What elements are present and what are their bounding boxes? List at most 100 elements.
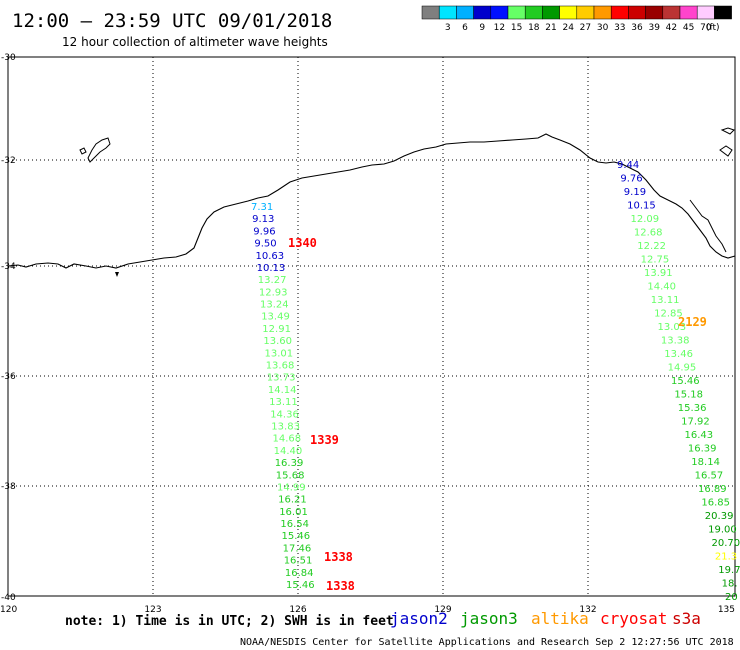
wave-height-value: 16.43 (685, 430, 714, 441)
coast-marker-left (115, 272, 119, 277)
map-title: 12:00 — 23:59 UTC 09/01/2018 (12, 10, 332, 32)
wave-height-value: 15.68 (276, 470, 305, 481)
wave-height-value: 19.00 (708, 525, 737, 536)
legend-tick-label: 70 (700, 23, 712, 33)
legend-swatch (679, 5, 698, 20)
wave-height-value: 16.39 (688, 444, 717, 455)
wave-height-value: 12.75 (641, 255, 670, 266)
legend-swatch (507, 5, 526, 20)
wave-height-value: 13.03 (658, 322, 687, 333)
longitude-label: 132 (579, 605, 596, 615)
lat-lon-grid (8, 57, 735, 596)
coast-detail-east (689, 199, 727, 253)
wave-height-value: 13.91 (644, 268, 673, 279)
legend-tick-label: 27 (580, 23, 591, 33)
wave-height-value: 13.11 (651, 295, 680, 306)
wave-height-value: 13.11 (269, 397, 298, 408)
pass-time-labels: 1340 1339 1338 1338 2129 (288, 236, 707, 593)
wave-height-value: 15.18 (674, 390, 703, 401)
pass-time-label: 1339 (310, 433, 339, 447)
wave-height-value: 15.36 (678, 403, 707, 414)
legend-swatch (696, 5, 715, 20)
wave-height-value: 7.31 (251, 202, 273, 213)
legend-tick-label: 21 (545, 23, 556, 33)
legend-tick-label: 42 (666, 23, 677, 33)
wave-height-value: 19.7 (718, 565, 740, 576)
wave-height-value: 18. (722, 579, 738, 590)
legend-tick-label: 24 (562, 23, 574, 33)
legend-swatch (714, 5, 732, 20)
satellite-name: jason3 (460, 609, 518, 628)
wave-height-value: 16.51 (284, 556, 313, 567)
longitude-label: 120 (0, 605, 17, 615)
latitude-label: -32 (1, 156, 16, 166)
legend-tick-label: 45 (683, 23, 694, 33)
wave-height-value: 16.57 (695, 471, 724, 482)
longitude-label: 123 (144, 605, 161, 615)
satellite-name: cryosat (600, 609, 667, 628)
latitude-label: -38 (1, 482, 16, 492)
legend-swatch (524, 5, 543, 20)
wave-height-value: 16.84 (285, 568, 314, 579)
wave-height-value: 16.54 (280, 519, 309, 530)
wave-height-value: 16.21 (278, 495, 307, 506)
islands-northwest (79, 137, 111, 163)
legend-swatch (542, 5, 560, 20)
wave-height-value: 10.15 (627, 201, 656, 212)
legend-tick-label: 18 (528, 23, 540, 33)
legend-swatch (593, 5, 612, 20)
legend-swatch (628, 5, 646, 20)
longitude-label: 129 (434, 605, 451, 615)
legend-swatch (438, 5, 457, 20)
wave-height-value: 13.68 (266, 361, 295, 372)
wave-height-value: 14.68 (273, 434, 302, 445)
islands-northeast (719, 127, 735, 157)
wave-height-value: 20.70 (712, 538, 740, 549)
wave-height-value: 16.01 (279, 507, 308, 518)
pass-time-label: 1340 (288, 236, 317, 250)
legend-tick-label: 36 (631, 23, 643, 33)
wave-height-value: 12.22 (637, 241, 666, 252)
pass-time-label: 1338 (326, 579, 355, 593)
wave-height-value: 16.85 (701, 498, 730, 509)
longitude-labels: 120 123 126 129 132 135 (0, 605, 735, 615)
legend-tick-label: 33 (614, 23, 625, 33)
wave-height-value: 16.39 (275, 458, 304, 469)
wave-height-value: 9.50 (254, 239, 276, 250)
wave-height-value: 13.01 (265, 348, 294, 359)
wave-height-value: 14.14 (268, 385, 297, 396)
wave-height-value: 20.39 (705, 511, 734, 522)
wave-height-value: 12.85 (654, 309, 683, 320)
wave-height-value: 14.40 (274, 446, 303, 457)
wave-height-value: 14.95 (668, 363, 697, 374)
wave-height-value: 9.13 (252, 214, 274, 225)
wave-height-value: 14.36 (270, 409, 299, 420)
legend-tick-label: 9 (479, 23, 485, 33)
legend-tick-label: 15 (511, 23, 522, 33)
legend-tick-label: 6 (462, 23, 468, 33)
wave-height-value: 12.68 (634, 228, 663, 239)
legend-swatch (645, 5, 664, 20)
latitude-label: -30 (1, 53, 16, 63)
legend-swatch (456, 5, 474, 20)
wave-height-value: 10.13 (257, 263, 286, 274)
legend-swatch (662, 5, 681, 20)
legend-swatch (610, 5, 629, 20)
legend-swatch (490, 5, 509, 20)
color-legend: 3 6 9 12 15 18 21 24 27 30 33 36 39 42 45 70 (421, 5, 732, 33)
wave-height-value: 13.27 (258, 275, 287, 286)
wave-height-value: 14.99 (277, 483, 306, 494)
legend-unit: (ft) (706, 23, 720, 33)
longitude-label: 126 (289, 605, 306, 615)
wave-height-value: 9.44 (617, 160, 639, 171)
wave-height-value: 10.63 (256, 251, 285, 262)
footer-credit: NOAA/NESDIS Center for Satellite Applica… (240, 637, 734, 648)
wave-height-value: 13.49 (261, 312, 290, 323)
latitude-label: -40 (1, 593, 16, 603)
satellite-name: s3a (672, 609, 701, 628)
wave-height-value: 17.46 (283, 543, 312, 554)
wave-height-value: 15.46 (282, 531, 311, 542)
